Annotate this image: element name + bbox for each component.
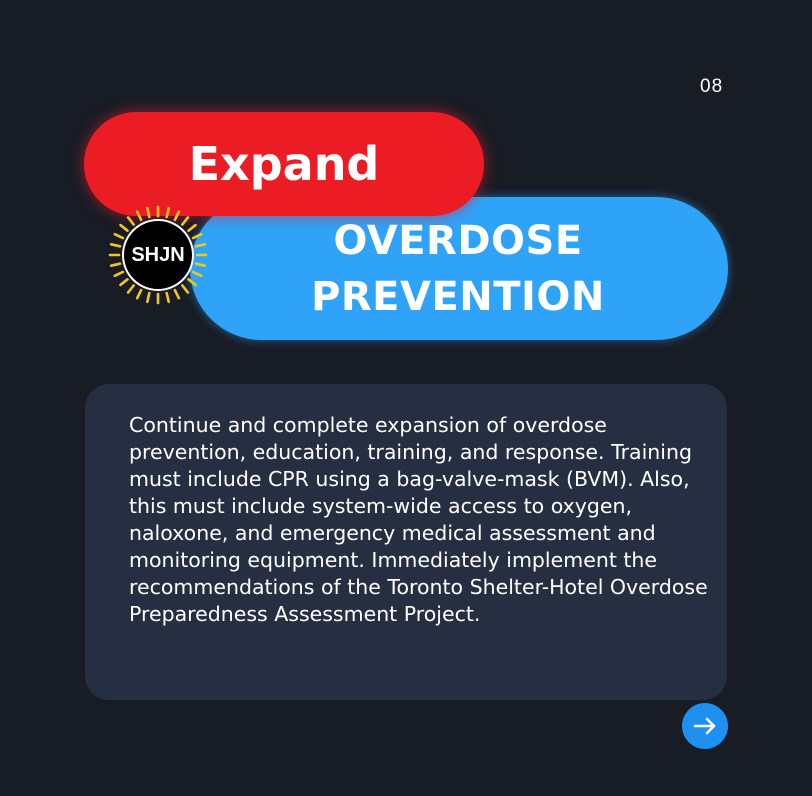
logo-ray — [181, 284, 190, 294]
heading-secondary-banner — [190, 197, 728, 340]
logo-ray — [119, 278, 129, 287]
logo-ray — [194, 243, 207, 248]
logo-ray — [109, 262, 122, 267]
logo-ray — [173, 210, 181, 222]
logo-ray — [135, 288, 143, 300]
logo-ray — [165, 206, 170, 219]
logo: SHJN — [108, 205, 208, 305]
logo-ray — [191, 232, 203, 240]
logo-text: SHJN — [131, 244, 185, 266]
logo-ray — [173, 288, 181, 300]
page-number: 08 — [700, 76, 724, 97]
logo-ray — [135, 210, 143, 222]
logo-ray — [181, 216, 190, 226]
logo-ray — [194, 262, 207, 267]
logo-ray — [109, 243, 122, 248]
content-card — [85, 384, 727, 700]
heading-primary: Expand — [188, 137, 380, 191]
logo-ray — [187, 278, 197, 287]
logo-ray — [113, 270, 125, 278]
heading-secondary: OVERDOSE PREVENTION — [218, 213, 698, 325]
logo-ray — [187, 223, 197, 232]
sunburst-logo-icon — [108, 205, 208, 305]
heading-secondary-line-2: PREVENTION — [311, 274, 605, 320]
logo-ray — [126, 216, 135, 226]
heading-primary-banner — [84, 112, 484, 216]
arrow-right-icon — [693, 717, 716, 735]
next-button[interactable] — [682, 703, 728, 749]
logo-ray — [113, 232, 125, 240]
logo-ray — [146, 291, 151, 304]
logo-ray — [165, 291, 170, 304]
logo-ray — [146, 206, 151, 219]
logo-ray — [119, 223, 129, 232]
content-text: Continue and complete expansion of overd… — [129, 413, 708, 626]
logo-ray — [191, 270, 203, 278]
heading-secondary-line-1: OVERDOSE — [333, 218, 583, 264]
logo-ray — [126, 284, 135, 294]
